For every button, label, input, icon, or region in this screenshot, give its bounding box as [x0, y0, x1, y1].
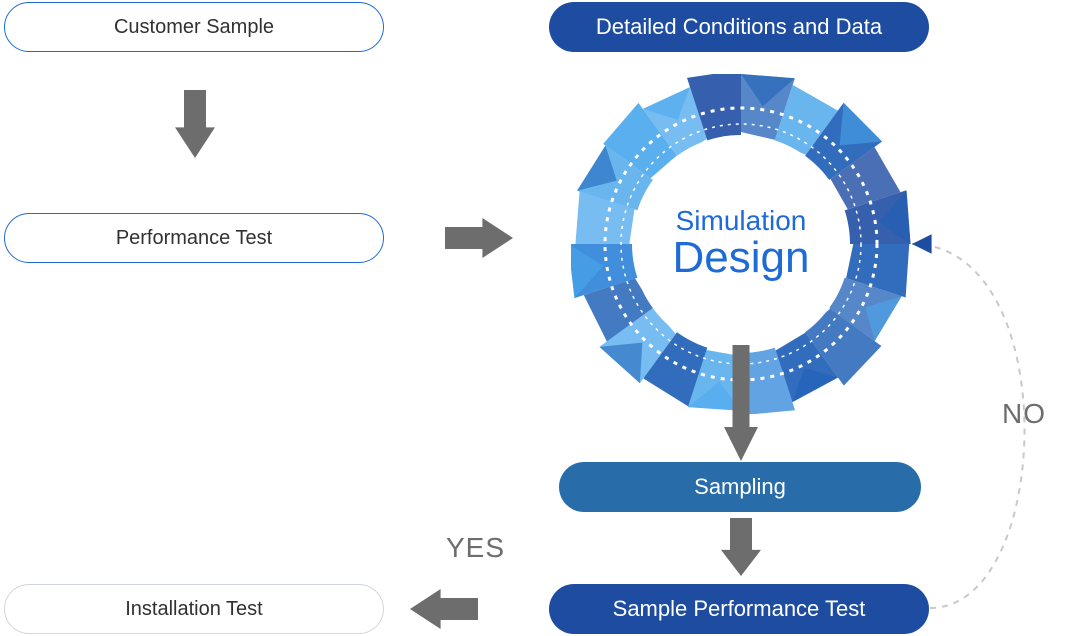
loop-svg — [0, 0, 1090, 636]
loop-no-feedback — [0, 0, 1090, 636]
diagram-stage: Customer Sample Performance Test Install… — [0, 0, 1090, 636]
